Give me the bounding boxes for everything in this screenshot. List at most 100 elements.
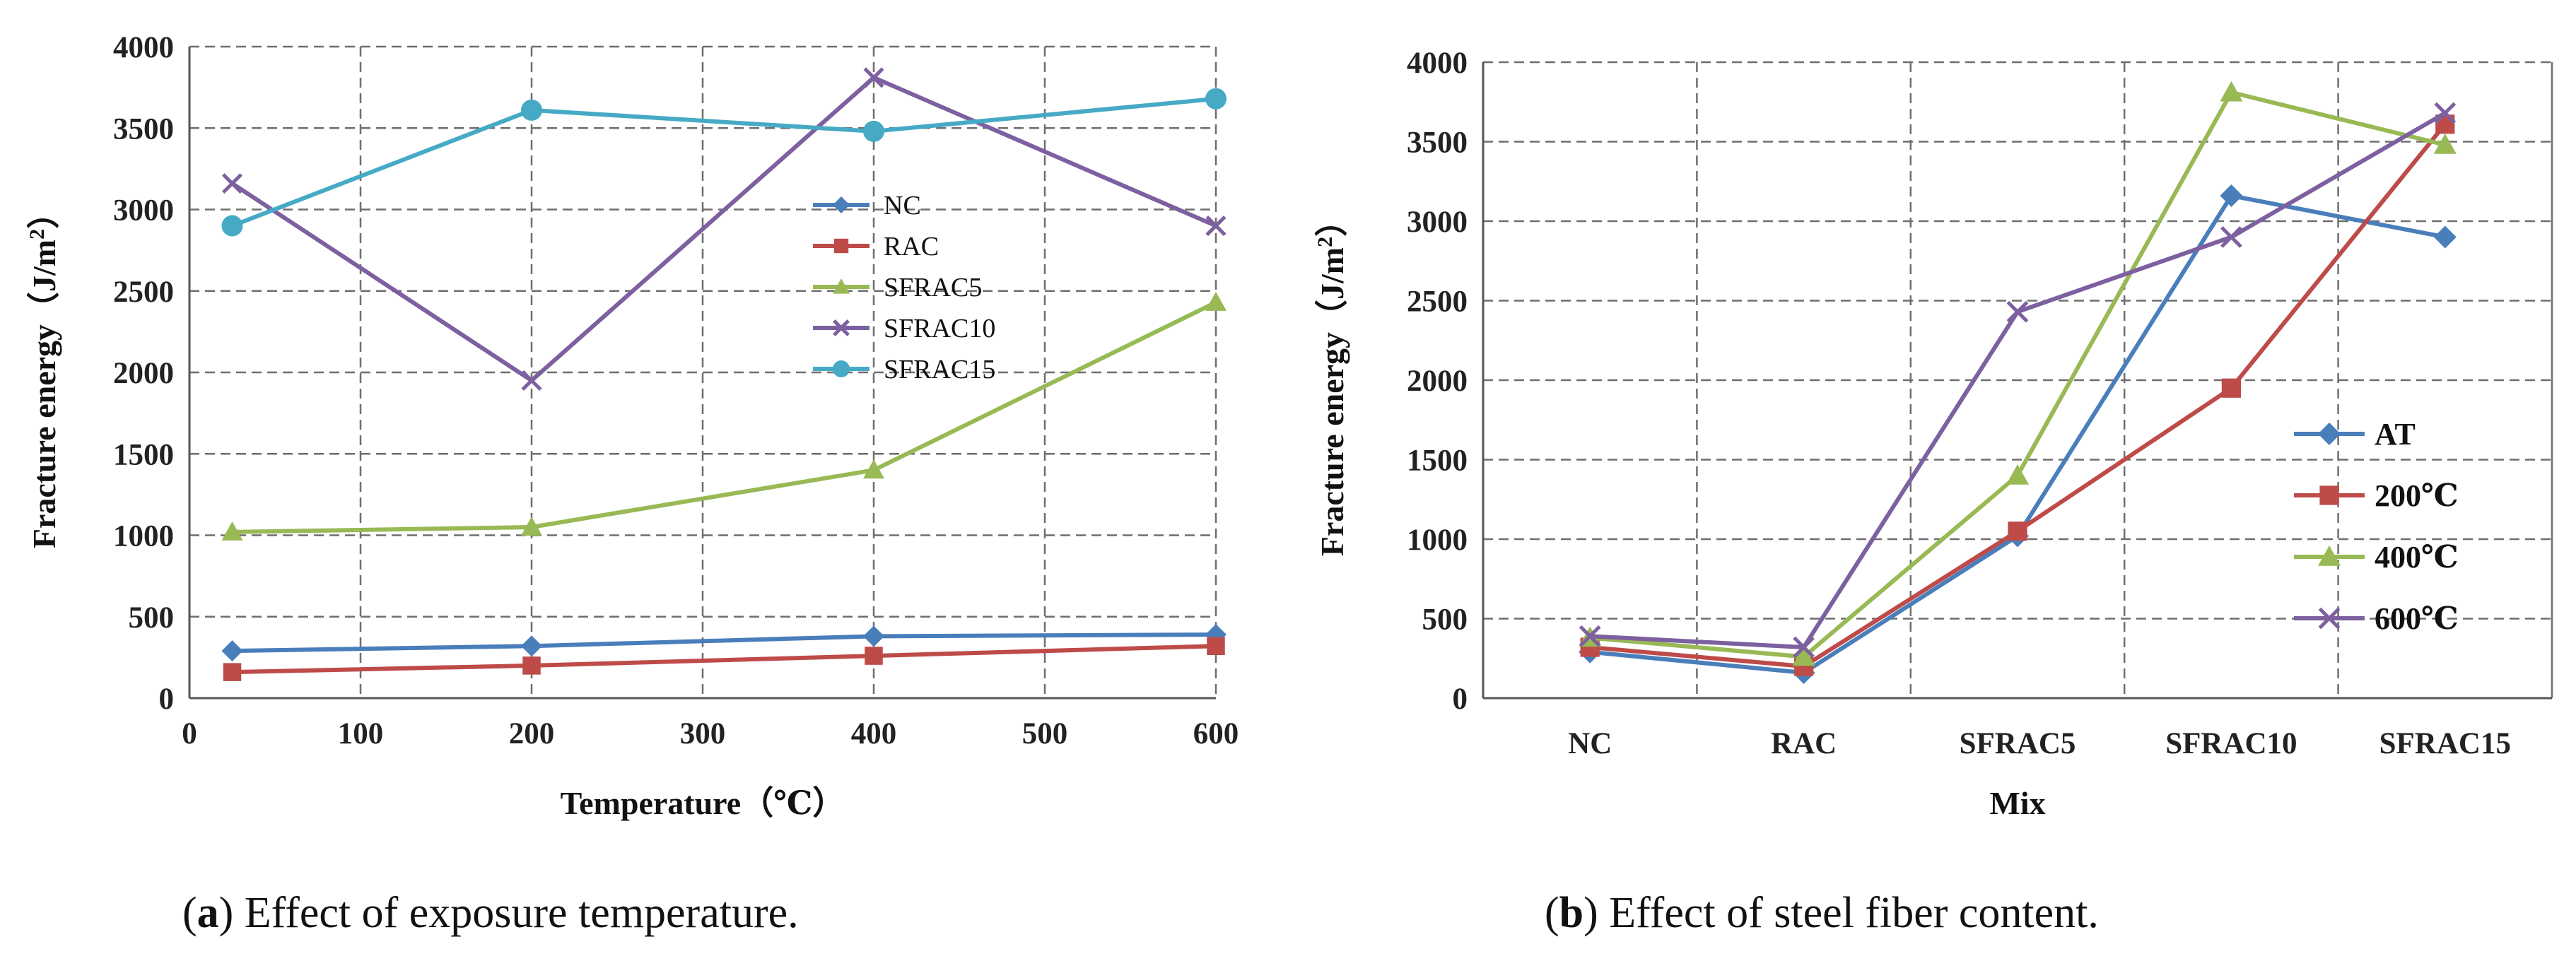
series-line bbox=[1589, 90, 2446, 659]
legend-marker bbox=[833, 319, 850, 336]
data-point bbox=[863, 67, 884, 88]
data-point bbox=[1205, 88, 1226, 110]
chart-a-temperature: 0 500 1000 1500 2000 2500 3000 3500 4000 0 100 200 3… bbox=[25, 31, 1239, 821]
x-tick-label: SFRAC10 bbox=[2165, 727, 2297, 760]
data-point bbox=[2221, 378, 2241, 398]
data-point bbox=[2006, 300, 2029, 323]
data-point bbox=[1205, 216, 1226, 237]
data-point bbox=[863, 120, 884, 142]
caption-a-label: a bbox=[197, 889, 219, 937]
legend-marker bbox=[2319, 485, 2339, 505]
y-tick-label: 1500 bbox=[1407, 444, 1468, 478]
y-tick-label: 1000 bbox=[113, 520, 174, 553]
data-point bbox=[865, 647, 883, 665]
caption-a-text: ) Effect of exposure temperature. bbox=[219, 889, 799, 937]
legend-label: SFRAC10 bbox=[884, 314, 995, 343]
caption-b-label: b bbox=[1559, 889, 1583, 937]
data-point bbox=[522, 656, 541, 675]
data-point bbox=[2220, 226, 2242, 248]
series-line bbox=[231, 96, 1217, 228]
data-point bbox=[1205, 291, 1226, 311]
y-tick-label: 4000 bbox=[113, 31, 174, 64]
series-line bbox=[232, 632, 1217, 654]
caption-b-text: ) Effect of steel fiber content. bbox=[1583, 889, 2099, 937]
y-tick-label: 2500 bbox=[113, 276, 174, 309]
data-point bbox=[2220, 81, 2243, 102]
chart-b-mix: 0 500 1000 1500 2000 2500 3000 3500 4000 NC RAC SFR… bbox=[1313, 47, 2553, 821]
series-line bbox=[232, 644, 1217, 675]
x-tick-label: 0 bbox=[182, 717, 197, 750]
x-axis-title: Temperature（℃） bbox=[561, 785, 845, 821]
data-point bbox=[1207, 637, 1225, 655]
data-point bbox=[2433, 134, 2457, 154]
data-point bbox=[2008, 521, 2027, 541]
data-point bbox=[2433, 225, 2457, 249]
x-tick-label: SFRAC5 bbox=[1960, 727, 2076, 760]
y-tick-label: 3000 bbox=[1407, 206, 1468, 239]
data-point bbox=[521, 516, 542, 536]
data-point bbox=[2220, 184, 2243, 207]
x-tick-label: 600 bbox=[1193, 717, 1239, 750]
legend-label: 400℃ bbox=[2375, 540, 2459, 574]
y-tick-label: 0 bbox=[1453, 683, 1468, 716]
data-point bbox=[221, 173, 243, 194]
data-point bbox=[1793, 636, 1815, 659]
data-point bbox=[2434, 102, 2457, 124]
y-tick-label: 500 bbox=[1422, 603, 1468, 637]
y-tick-label: 3000 bbox=[113, 194, 174, 228]
y-tick-label: 2500 bbox=[1407, 285, 1468, 319]
y-tick-label: 4000 bbox=[1407, 47, 1468, 80]
legend-marker bbox=[833, 278, 850, 294]
y-tick-label: 1500 bbox=[113, 438, 174, 471]
legend-marker bbox=[2318, 546, 2341, 566]
data-point bbox=[521, 99, 542, 121]
legend-label: 600℃ bbox=[2375, 601, 2459, 636]
x-tick-label: 500 bbox=[1022, 717, 1068, 750]
y-tick-label: 1000 bbox=[1407, 524, 1468, 557]
x-tick-label: 400 bbox=[851, 717, 897, 750]
data-point bbox=[863, 625, 884, 647]
data-point bbox=[1792, 645, 1815, 666]
caption-b: (b) Effect of steel fiber content. bbox=[1545, 889, 2099, 937]
x-axis-title: Mix bbox=[1989, 785, 2045, 821]
y-tick-label: 2000 bbox=[113, 357, 174, 390]
legend-marker bbox=[2318, 423, 2341, 445]
legend-marker bbox=[833, 196, 850, 213]
y-tick-label: 2000 bbox=[1407, 365, 1468, 398]
x-tick-label: 300 bbox=[680, 717, 726, 750]
data-point bbox=[221, 521, 243, 541]
x-tick-label: 200 bbox=[509, 717, 555, 750]
x-tick-label: SFRAC15 bbox=[2379, 727, 2511, 760]
legend-label: SFRAC15 bbox=[884, 355, 995, 384]
legend-label: RAC bbox=[884, 232, 939, 261]
data-point bbox=[221, 215, 243, 237]
legend-label: 200℃ bbox=[2375, 478, 2459, 513]
data-point bbox=[223, 663, 242, 681]
series-line bbox=[232, 300, 1217, 534]
legend-marker bbox=[833, 360, 850, 377]
legend-label: NC bbox=[884, 191, 921, 220]
data-point bbox=[863, 459, 884, 479]
data-point bbox=[221, 640, 243, 662]
y-axis-title: Fracture energy（J/m2） bbox=[25, 196, 63, 548]
data-point bbox=[521, 635, 542, 657]
legend-label: AT bbox=[2375, 417, 2416, 452]
series-line bbox=[1589, 122, 2447, 669]
x-tick-label: NC bbox=[1568, 727, 1612, 760]
caption-a: (a) Effect of exposure temperature. bbox=[182, 889, 799, 937]
data-point bbox=[2006, 464, 2029, 485]
y-tick-label: 3500 bbox=[113, 112, 174, 146]
legend-marker bbox=[2318, 607, 2341, 630]
legend-label: SFRAC5 bbox=[884, 273, 982, 302]
data-point bbox=[1579, 625, 1601, 647]
series-line bbox=[230, 75, 1217, 384]
data-point bbox=[521, 370, 542, 391]
y-tick-label: 0 bbox=[159, 683, 175, 716]
y-axis-title: Fracture energy（J/m2） bbox=[1313, 204, 1351, 556]
legend-marker bbox=[833, 238, 849, 254]
x-tick-label: 100 bbox=[338, 717, 384, 750]
x-tick-label: RAC bbox=[1771, 727, 1837, 760]
y-tick-label: 500 bbox=[129, 601, 175, 635]
y-tick-label: 3500 bbox=[1407, 126, 1468, 160]
